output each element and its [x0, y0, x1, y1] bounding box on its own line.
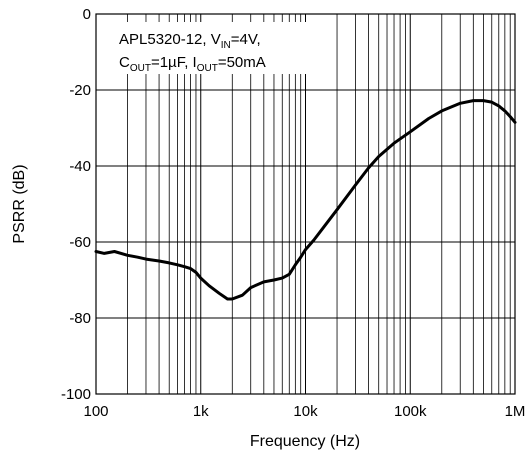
annotation-background: [110, 22, 310, 74]
y-tick-label: 0: [83, 6, 91, 23]
y-axis-title: PSRR (dB): [11, 164, 28, 243]
plot-area: [94, 13, 517, 395]
annotation-line-2: COUT=1µF, IOUT=50mA: [119, 54, 266, 74]
y-tick-label: -60: [69, 234, 91, 251]
x-tick-label: 1k: [193, 403, 209, 420]
y-tick-label: -80: [69, 310, 91, 327]
annotation-box: APL5320-12, VIN=4V, COUT=1µF, IOUT=50mA: [110, 22, 310, 74]
x-axis-title: Frequency (Hz): [250, 433, 360, 450]
y-tick-label: -100: [61, 386, 91, 403]
y-tick-label: -40: [69, 158, 91, 175]
tick-labels: 100 1k 10k 100k 1M 0 -20 -40 -60 -80 -100: [61, 6, 525, 420]
x-tick-label: 100: [83, 403, 108, 420]
x-tick-label: 10k: [293, 403, 318, 420]
plot-frame: [95, 13, 516, 395]
x-tick-label: 100k: [394, 403, 427, 420]
annotation-line-1: APL5320-12, VIN=4V,: [119, 31, 261, 51]
grid-lines: [96, 14, 515, 394]
series-line-psrr: [94, 99, 517, 301]
y-tick-label: -20: [69, 82, 91, 99]
x-tick-label: 1M: [505, 403, 526, 420]
